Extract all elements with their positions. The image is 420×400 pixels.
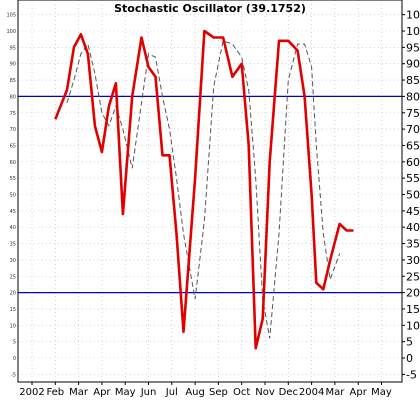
x-tick-label: Nov [255, 387, 275, 398]
y-tick-label-left: 85 [10, 78, 16, 84]
y-tick-label-right: 0 [406, 352, 413, 365]
y-tick-label-left: 55 [10, 176, 16, 182]
x-tick-label: Jun [140, 387, 157, 398]
x-tick-label: Jul [165, 387, 178, 398]
y-tick-label-left: 15 [10, 307, 16, 313]
y-tick-label-right: 85 [406, 74, 420, 87]
x-tick-label: Mar [325, 387, 345, 398]
y-tick-label-right: 5 [406, 336, 413, 349]
chart-title: Stochastic Oscillator (39.1752) [114, 2, 306, 15]
y-tick-label-right: 40 [406, 221, 420, 234]
y-tick-label-right: 75 [406, 107, 420, 120]
axes: -5-5005510101515202025253030353540404545… [6, 9, 420, 398]
y-tick-label-left: 95 [10, 45, 16, 51]
x-tick-label: Aug [185, 387, 205, 398]
y-tick-label-right: 15 [406, 303, 420, 316]
y-tick-label-left: 5 [13, 340, 16, 346]
y-tick-label-right: 90 [406, 58, 420, 71]
y-tick-label-right: 20 [406, 287, 420, 300]
y-tick-label-left: 65 [10, 143, 16, 149]
y-tick-label-left: 35 [10, 242, 16, 248]
y-tick-label-right: 50 [406, 189, 420, 202]
y-tick-label-right: 95 [406, 41, 420, 54]
x-tick-label: 2004 [299, 387, 324, 398]
x-tick-label: 2002 [19, 387, 44, 398]
y-tick-label-left: 10 [10, 323, 16, 329]
x-tick-label: May [371, 387, 392, 398]
y-tick-label-right: 45 [406, 205, 420, 218]
series-line-signal [66, 40, 341, 339]
y-tick-label-left: 90 [10, 62, 16, 68]
y-tick-label-left: 80 [10, 94, 16, 100]
x-tick-label: Mar [69, 387, 89, 398]
x-tick-label: Sep [209, 387, 228, 398]
x-tick-label: Feb [46, 387, 64, 398]
y-tick-label-right: 105 [406, 9, 420, 22]
series-line-main [54, 29, 354, 350]
y-tick-label-right: 60 [406, 156, 420, 169]
y-tick-label-left: 30 [10, 258, 16, 264]
x-tick-label: Dec [279, 387, 298, 398]
y-tick-label-left: 0 [13, 356, 16, 362]
y-tick-label-right: 80 [406, 90, 420, 103]
x-tick-label: Apr [93, 387, 111, 398]
y-tick-label-left: 70 [10, 127, 16, 133]
x-tick-label: Apr [350, 387, 368, 398]
y-tick-label-right: 55 [406, 172, 420, 185]
y-tick-label-right: 100 [406, 25, 420, 38]
y-tick-label-left: 75 [10, 111, 16, 117]
y-tick-label-right: 25 [406, 270, 420, 283]
y-tick-label-left: 40 [10, 225, 16, 231]
y-tick-label-right: 70 [406, 123, 420, 136]
y-tick-label-left: 20 [10, 291, 16, 297]
y-tick-label-left: -5 [11, 372, 16, 378]
y-tick-label-left: 45 [10, 209, 16, 215]
reference-lines [18, 95, 402, 294]
y-tick-label-left: 25 [10, 274, 16, 280]
y-tick-label-right: 35 [406, 238, 420, 251]
y-tick-label-right: 30 [406, 254, 420, 267]
y-tick-label-right: 65 [406, 139, 420, 152]
y-tick-label-left: 100 [6, 29, 16, 35]
y-tick-label-left: 105 [6, 13, 16, 19]
y-tick-label-right: -5 [406, 368, 417, 381]
y-tick-label-right: 10 [406, 319, 420, 332]
y-tick-label-left: 50 [10, 193, 16, 199]
x-tick-label: May [115, 387, 136, 398]
plot-frame [17, 0, 403, 383]
x-tick-label: Oct [233, 387, 250, 398]
y-tick-label-left: 60 [10, 160, 16, 166]
series-group [54, 29, 354, 350]
